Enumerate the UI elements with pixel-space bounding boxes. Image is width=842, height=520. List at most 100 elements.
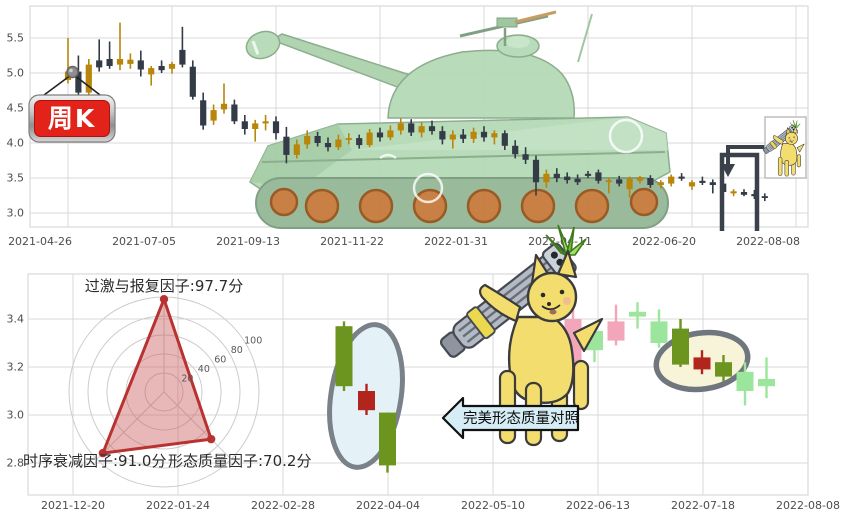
y-tick-label: 2.8 <box>7 457 25 470</box>
perfect-pattern-candles <box>335 321 396 473</box>
candle-body <box>657 182 664 185</box>
candle-body <box>740 192 748 195</box>
compare-arrow-label: 完美形态质量对照 <box>463 410 579 427</box>
x-tick-label: 2022-08-08 <box>736 235 800 248</box>
x-tick-label: 2022-07-18 <box>671 499 735 512</box>
candle-body <box>449 134 456 140</box>
tank-wheel <box>520 188 556 224</box>
thumbnail-arrowhead <box>721 164 735 177</box>
radar-ring-label: 60 <box>214 355 226 366</box>
candle-body <box>220 103 228 110</box>
x-tick-label: 2021-11-22 <box>320 235 384 248</box>
candle-body <box>605 180 612 183</box>
candle-body <box>736 371 754 391</box>
candle-body <box>650 321 668 343</box>
radar-axis-label-bottom-left: 时序衰减因子:91.0分 <box>23 452 166 470</box>
candle-body <box>345 138 352 140</box>
candle-body <box>616 179 623 184</box>
candle-body <box>262 121 269 124</box>
radar-ring-label: 100 <box>244 336 262 347</box>
x-tick-label: 2022-05-10 <box>461 499 525 512</box>
radar-axis-label-top: 过激与报复因子:97.7分 <box>85 277 243 295</box>
candle-body <box>678 176 685 179</box>
tank-wheel <box>358 188 394 224</box>
tank-wheel <box>574 188 610 224</box>
candle-body <box>397 123 404 131</box>
x-tick-label: 2021-07-05 <box>112 235 176 248</box>
sign-label: 周K <box>48 104 96 133</box>
y-tick-label: 5.5 <box>7 32 25 45</box>
candle-body <box>553 173 560 178</box>
candle-body <box>758 379 775 387</box>
candle-body <box>379 412 396 466</box>
radar-axis-label-bottom-right: 形态质量因子:70.2分 <box>168 452 311 470</box>
candle-body <box>200 100 207 126</box>
sign-string-left <box>39 74 72 99</box>
sign-string-right <box>73 74 105 99</box>
y-tick-label: 3.0 <box>7 409 25 422</box>
candle-body <box>137 60 144 70</box>
candle-body <box>584 173 592 176</box>
candle-body <box>335 326 353 387</box>
radar-spoke <box>163 391 232 460</box>
x-tick-label: 2021-04-26 <box>8 235 72 248</box>
radar-polygon <box>101 297 213 455</box>
candle-body <box>491 133 498 138</box>
candle-body <box>626 178 633 190</box>
weekly-candles <box>64 22 768 202</box>
candle-body <box>595 172 602 181</box>
candle-body <box>335 139 342 148</box>
candle-body <box>283 136 290 155</box>
x-tick-label: 2022-06-13 <box>566 499 630 512</box>
candle-body <box>480 131 488 138</box>
radar-ring-label: 40 <box>198 364 210 375</box>
y-tick-label: 4.0 <box>7 137 25 150</box>
tank-muzzle-brake <box>245 30 281 60</box>
sign-pin <box>66 65 79 79</box>
tank-illustration <box>245 10 671 229</box>
candle-body <box>629 311 646 317</box>
candle-body <box>189 66 196 97</box>
candle-body <box>148 68 155 75</box>
y-tick-label: 3.5 <box>7 172 25 185</box>
y-tick-label: 4.5 <box>7 102 25 115</box>
x-tick-label: 2022-02-28 <box>251 499 315 512</box>
candle-body <box>314 136 321 143</box>
x-tick-label: 2022-08-08 <box>776 499 840 512</box>
y-tick-label: 3.4 <box>7 313 25 326</box>
candle-body <box>366 132 373 146</box>
candle-body <box>715 362 732 377</box>
y-tick-label: 3.2 <box>7 361 25 374</box>
candle-body <box>127 59 134 64</box>
candle-body <box>106 59 113 66</box>
candle-body <box>252 123 259 129</box>
candle-body <box>356 138 363 146</box>
candle-body <box>672 328 689 365</box>
radar-vertex-dot <box>159 294 169 304</box>
x-tick-label: 2021-12-20 <box>41 499 105 512</box>
radar-ring-label: 80 <box>231 345 243 356</box>
candle-body <box>428 126 436 132</box>
candle-body <box>761 196 768 198</box>
candle-body <box>699 180 706 183</box>
tank-emblem <box>412 172 444 204</box>
candle-body <box>751 194 758 197</box>
recent-chart-grid: 3.4 3.2 3.0 2.8 2021-12-20 2022-01-24 2022-02-… <box>7 273 840 512</box>
candle-body <box>324 143 332 148</box>
candle-body <box>668 176 675 184</box>
candle-body <box>688 182 696 187</box>
weekly-k-sign: 周K <box>28 65 116 143</box>
candle-body <box>158 66 165 71</box>
candle-body <box>210 110 217 121</box>
tank-emblem <box>608 118 644 154</box>
candle-body <box>418 126 425 133</box>
compare-arrow <box>441 396 580 440</box>
tank-tracks <box>255 177 669 229</box>
candle-body <box>512 145 519 155</box>
radar-spoke <box>96 391 165 460</box>
candle-body <box>96 60 103 68</box>
candle-body <box>439 131 446 140</box>
